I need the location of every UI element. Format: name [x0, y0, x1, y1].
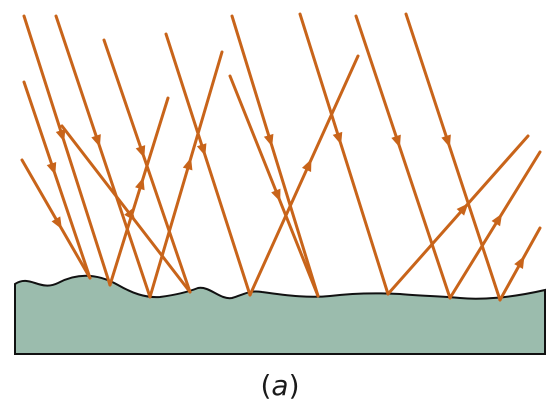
rough-surface — [14, 274, 546, 355]
caption-close-paren: ) — [288, 369, 300, 402]
reflected-ray-3 — [108, 96, 170, 287]
incident-ray-5 — [164, 32, 252, 297]
caption-open-paren: ( — [260, 369, 272, 402]
incident-ray-6 — [230, 14, 320, 298]
incident-ray-7 — [298, 12, 390, 296]
incident-ray-9 — [404, 12, 502, 302]
reflected-ray-8 — [448, 150, 542, 300]
reflected-arrowhead-9 — [514, 256, 525, 269]
incident-arrowhead-9 — [441, 134, 451, 148]
incident-ray-1 — [22, 14, 112, 287]
reflected-arrowhead-4 — [182, 157, 193, 171]
reflected-ray-4 — [148, 50, 224, 299]
reflected-arrowhead-8 — [491, 213, 503, 227]
reflected-ray-6 — [248, 54, 360, 297]
reflected-arrowhead-6 — [301, 158, 312, 172]
incident-ray-3 — [22, 80, 92, 280]
incident-ray-8 — [354, 14, 452, 300]
figure-caption: (a) — [0, 366, 560, 406]
incident-arrowhead-2 — [91, 134, 101, 148]
incident-arrowhead-3 — [46, 161, 57, 175]
incident-arrowhead-1 — [55, 128, 66, 142]
reflected-ray-2 — [60, 124, 192, 294]
reflected-ray-5 — [228, 74, 320, 298]
reflected-arrowhead-1 — [51, 216, 62, 230]
incident-arrowhead-4 — [135, 145, 146, 159]
incident-arrowhead-5 — [196, 143, 207, 157]
caption-letter: a — [271, 369, 289, 402]
reflected-ray-7 — [386, 134, 530, 296]
incident-arrowhead-8 — [391, 134, 401, 148]
incident-ray-2 — [54, 14, 152, 299]
reflected-arrowhead-5 — [271, 188, 281, 202]
light-rays — [20, 12, 542, 302]
incident-arrowhead-7 — [332, 131, 343, 145]
incident-arrowhead-6 — [263, 133, 274, 147]
reflected-arrowhead-3 — [135, 177, 145, 191]
reflected-arrowhead-7 — [456, 203, 469, 216]
